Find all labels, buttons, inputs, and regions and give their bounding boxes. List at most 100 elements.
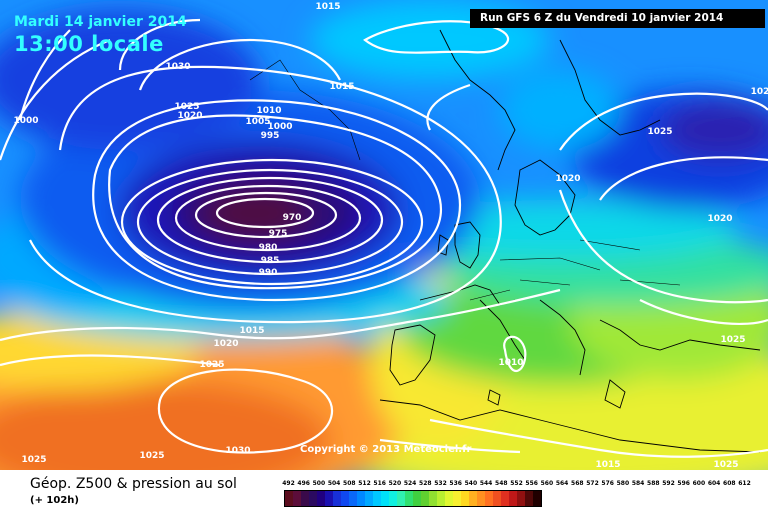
- coastlines: [249, 29, 761, 453]
- scale-label: 608: [723, 480, 736, 487]
- scale-swatch: [301, 491, 309, 506]
- color-scale-bar: [284, 490, 542, 507]
- scale-swatch: [437, 491, 445, 506]
- scale-label: 520: [388, 480, 402, 487]
- scale-label: 564: [555, 480, 569, 487]
- isobar-label: 1010: [256, 106, 281, 116]
- scale-label: 536: [449, 480, 462, 487]
- scale-label: 516: [373, 480, 386, 487]
- scale-label: 612: [738, 480, 751, 487]
- isobar-label: 990: [259, 268, 278, 278]
- scale-label: 560: [540, 480, 554, 487]
- scale-swatch: [309, 491, 317, 506]
- scale-swatch: [485, 491, 493, 506]
- scale-label: 496: [297, 480, 310, 487]
- copyright-notice: Copyright © 2013 Meteociel.fr: [300, 444, 472, 455]
- scale-swatch: [357, 491, 365, 506]
- scale-swatch: [413, 491, 421, 506]
- scale-label: 576: [601, 480, 614, 487]
- isobar-label: 995: [261, 131, 280, 141]
- scale-label: 604: [707, 480, 721, 487]
- isobar-label: 1025: [199, 360, 224, 370]
- isobars: [0, 18, 768, 458]
- scale-label: 524: [403, 480, 417, 487]
- isobar-label: 1025: [647, 127, 672, 137]
- weather-map: 1015 1030 1025 1020 1000 1015 1010 1005 …: [0, 0, 768, 470]
- scale-label: 572: [586, 480, 599, 487]
- scale-label: 540: [464, 480, 478, 487]
- scale-swatch: [469, 491, 477, 506]
- scale-swatch: [341, 491, 349, 506]
- isobar-label: 970: [283, 213, 302, 223]
- map-canvas: 1015 1030 1025 1020 1000 1015 1010 1005 …: [0, 0, 768, 470]
- isobar-label: 1020: [555, 174, 580, 184]
- isobar-label: 102: [751, 87, 768, 97]
- scale-label: 600: [692, 480, 706, 487]
- scale-swatch: [381, 491, 389, 506]
- scale-label: 544: [479, 480, 493, 487]
- isobar-label: 985: [261, 256, 280, 266]
- isobar-label: 1020: [707, 214, 732, 224]
- model-run-info: Run GFS 6 Z du Vendredi 10 janvier 2014: [470, 9, 765, 28]
- isobar-label: 1030: [165, 62, 190, 72]
- scale-swatch: [421, 491, 429, 506]
- legend-footer: Géop. Z500 & pression au sol (+ 102h) 49…: [0, 470, 768, 512]
- scale-swatch: [397, 491, 405, 506]
- scale-swatch: [389, 491, 397, 506]
- isobar-label: 1025: [174, 102, 199, 112]
- isobar-label: 1020: [177, 111, 202, 121]
- scale-swatch: [445, 491, 453, 506]
- isobar-label: 1015: [315, 2, 340, 12]
- isobar-label: 1020: [213, 339, 238, 349]
- scale-swatch: [477, 491, 485, 506]
- scale-label: 588: [647, 480, 660, 487]
- isobar-label: 1015: [239, 326, 264, 336]
- scale-swatch: [461, 491, 469, 506]
- scale-label: 552: [510, 480, 523, 487]
- isobar-label: 1025: [21, 455, 46, 465]
- scale-label: 592: [662, 480, 675, 487]
- scale-swatch: [453, 491, 461, 506]
- scale-swatch: [365, 491, 373, 506]
- isobar-labels: 1015 1030 1025 1020 1000 1015 1010 1005 …: [13, 2, 768, 470]
- isobar-label: 1000: [13, 116, 38, 126]
- scale-label: 584: [631, 480, 645, 487]
- isobar-label: 1025: [139, 451, 164, 461]
- isobar-label: 1025: [713, 460, 738, 470]
- scale-swatch: [517, 491, 525, 506]
- scale-label: 512: [358, 480, 371, 487]
- scale-swatch: [373, 491, 381, 506]
- scale-swatch: [285, 491, 293, 506]
- isobar-label: 1005: [245, 117, 270, 127]
- scale-label: 556: [525, 480, 538, 487]
- scale-swatch: [525, 491, 533, 506]
- geopotential-field: [0, 0, 768, 470]
- scale-swatch: [325, 491, 333, 506]
- scale-swatch: [405, 491, 413, 506]
- scale-label: 508: [343, 480, 356, 487]
- scale-swatch: [509, 491, 517, 506]
- scale-swatch: [333, 491, 341, 506]
- isobar-label: 1015: [329, 82, 354, 92]
- scale-label: 568: [571, 480, 584, 487]
- forecast-date: Mardi 14 janvier 2014: [14, 14, 187, 30]
- isobar-label: 1015: [595, 460, 620, 470]
- scale-swatch: [293, 491, 301, 506]
- scale-label: 492: [282, 480, 295, 487]
- scale-swatch: [493, 491, 501, 506]
- isobar-label: 1000: [267, 122, 292, 132]
- isobar-label: 980: [259, 243, 278, 253]
- scale-swatch: [349, 491, 357, 506]
- scale-label: 596: [677, 480, 690, 487]
- scale-label: 580: [616, 480, 630, 487]
- forecast-lead-time: (+ 102h): [30, 495, 79, 506]
- scale-label: 532: [434, 480, 447, 487]
- scale-swatch: [317, 491, 325, 506]
- scale-swatch: [533, 491, 541, 506]
- isobar-label: 1030: [225, 446, 250, 456]
- isobar-label: 1010: [498, 358, 523, 368]
- scale-swatch: [429, 491, 437, 506]
- isobar-label: 1025: [720, 335, 745, 345]
- forecast-time: 13:00 locale: [14, 32, 164, 56]
- scale-label: 528: [419, 480, 432, 487]
